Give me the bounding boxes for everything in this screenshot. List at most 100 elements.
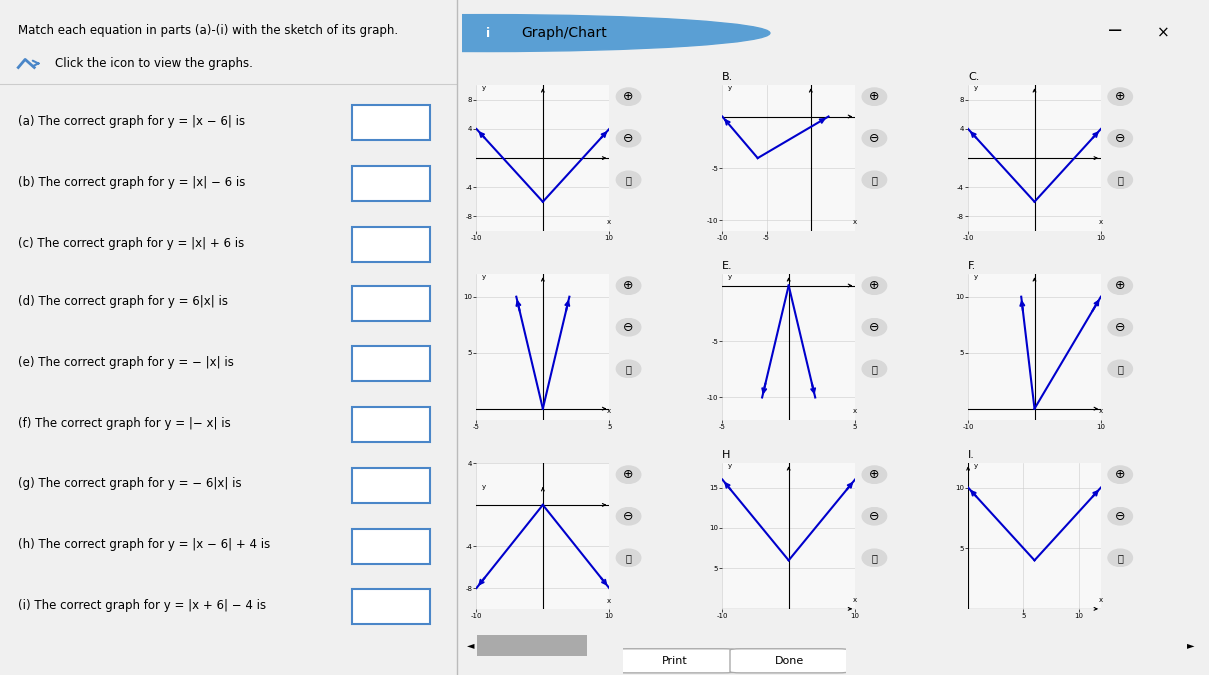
FancyBboxPatch shape	[352, 227, 429, 262]
Text: ⊖: ⊖	[624, 321, 634, 333]
FancyBboxPatch shape	[352, 589, 429, 624]
Text: ⊕: ⊕	[624, 90, 634, 103]
Text: H: H	[722, 450, 730, 460]
Text: x: x	[1099, 597, 1103, 603]
Text: ⊖: ⊖	[869, 510, 880, 522]
Text: y: y	[481, 484, 486, 490]
Circle shape	[617, 508, 641, 525]
Circle shape	[862, 130, 886, 147]
FancyBboxPatch shape	[352, 468, 429, 503]
Text: y: y	[973, 274, 978, 280]
Text: ▼: ▼	[387, 479, 394, 489]
FancyBboxPatch shape	[615, 649, 734, 673]
Text: ▼: ▼	[387, 178, 394, 187]
Text: x: x	[854, 408, 857, 414]
FancyBboxPatch shape	[352, 529, 429, 564]
Text: ⧉: ⧉	[1117, 175, 1123, 185]
Text: x: x	[1099, 408, 1103, 414]
Text: ⊕: ⊕	[1115, 279, 1126, 292]
Circle shape	[617, 88, 641, 105]
Circle shape	[862, 171, 886, 188]
Text: ⊕: ⊕	[1115, 468, 1126, 481]
Circle shape	[862, 360, 886, 377]
Text: I.: I.	[968, 450, 974, 460]
Circle shape	[1107, 549, 1133, 566]
Text: (d) The correct graph for y = 6|x| is: (d) The correct graph for y = 6|x| is	[18, 295, 229, 308]
Text: ⊕: ⊕	[869, 90, 880, 103]
Text: (i) The correct graph for y = |x + 6| − 4 is: (i) The correct graph for y = |x + 6| − …	[18, 599, 266, 612]
Text: ⧉: ⧉	[1117, 364, 1123, 374]
Text: Click the icon to view the graphs.: Click the icon to view the graphs.	[54, 57, 253, 70]
Text: x: x	[1099, 219, 1103, 225]
Text: (e) The correct graph for y = − |x| is: (e) The correct graph for y = − |x| is	[18, 356, 235, 369]
Text: ⧉: ⧉	[625, 364, 631, 374]
Text: ⧉: ⧉	[872, 364, 878, 374]
Text: ⧉: ⧉	[872, 175, 878, 185]
Text: (a) The correct graph for y = |x − 6| is: (a) The correct graph for y = |x − 6| is	[18, 115, 245, 128]
Circle shape	[617, 277, 641, 294]
Text: (f) The correct graph for y = |− x| is: (f) The correct graph for y = |− x| is	[18, 416, 231, 430]
Text: (h) The correct graph for y = |x − 6| + 4 is: (h) The correct graph for y = |x − 6| + …	[18, 538, 271, 551]
Circle shape	[617, 319, 641, 336]
Circle shape	[617, 171, 641, 188]
FancyBboxPatch shape	[476, 635, 588, 655]
Text: x: x	[607, 219, 612, 225]
Text: Done: Done	[775, 656, 804, 666]
Circle shape	[862, 88, 886, 105]
Text: ▼: ▼	[387, 601, 394, 610]
Text: ⊖: ⊖	[869, 321, 880, 333]
Text: ⊖: ⊖	[624, 510, 634, 522]
Text: x: x	[854, 597, 857, 603]
Circle shape	[1107, 319, 1133, 336]
Text: ⊕: ⊕	[869, 279, 880, 292]
Text: y: y	[973, 463, 978, 469]
FancyBboxPatch shape	[352, 346, 429, 381]
Circle shape	[617, 360, 641, 377]
Text: ▼: ▼	[387, 117, 394, 126]
Circle shape	[617, 130, 641, 147]
Text: ⊖: ⊖	[624, 132, 634, 144]
Text: E.: E.	[722, 261, 733, 271]
Text: ◄: ◄	[467, 641, 474, 650]
Text: y: y	[973, 85, 978, 91]
Text: Graph/Chart: Graph/Chart	[521, 26, 607, 40]
Text: ⊖: ⊖	[869, 132, 880, 144]
Circle shape	[1107, 466, 1133, 483]
Circle shape	[1107, 88, 1133, 105]
Text: −: −	[1107, 21, 1123, 40]
Circle shape	[1107, 508, 1133, 525]
Text: y: y	[728, 463, 731, 469]
FancyBboxPatch shape	[352, 286, 429, 321]
Text: ⊕: ⊕	[624, 279, 634, 292]
FancyBboxPatch shape	[730, 649, 849, 673]
Text: ▼: ▼	[387, 540, 394, 549]
Text: ⧉: ⧉	[872, 553, 878, 563]
Text: ⊖: ⊖	[1115, 510, 1126, 522]
Circle shape	[617, 549, 641, 566]
Text: ⊖: ⊖	[1115, 321, 1126, 333]
Text: ►: ►	[1187, 641, 1194, 650]
Text: B.: B.	[722, 72, 734, 82]
Text: ▼: ▼	[387, 238, 394, 248]
Text: y: y	[481, 85, 486, 91]
Text: ⊕: ⊕	[624, 468, 634, 481]
Text: y: y	[728, 274, 731, 280]
Text: (g) The correct graph for y = − 6|x| is: (g) The correct graph for y = − 6|x| is	[18, 477, 242, 491]
Text: ⧉: ⧉	[1117, 553, 1123, 563]
Text: x: x	[607, 598, 612, 604]
Text: ⊕: ⊕	[1115, 90, 1126, 103]
Circle shape	[862, 549, 886, 566]
Text: x: x	[854, 219, 857, 225]
Circle shape	[1107, 171, 1133, 188]
Circle shape	[1107, 277, 1133, 294]
Text: ▼: ▼	[387, 297, 394, 306]
Text: ⧉: ⧉	[625, 553, 631, 563]
Text: ▼: ▼	[387, 358, 394, 367]
Circle shape	[617, 466, 641, 483]
Text: ×: ×	[1157, 26, 1170, 40]
Circle shape	[1107, 130, 1133, 147]
Circle shape	[1107, 360, 1133, 377]
Text: ⊕: ⊕	[869, 468, 880, 481]
Circle shape	[862, 508, 886, 525]
Text: F.: F.	[968, 261, 977, 271]
